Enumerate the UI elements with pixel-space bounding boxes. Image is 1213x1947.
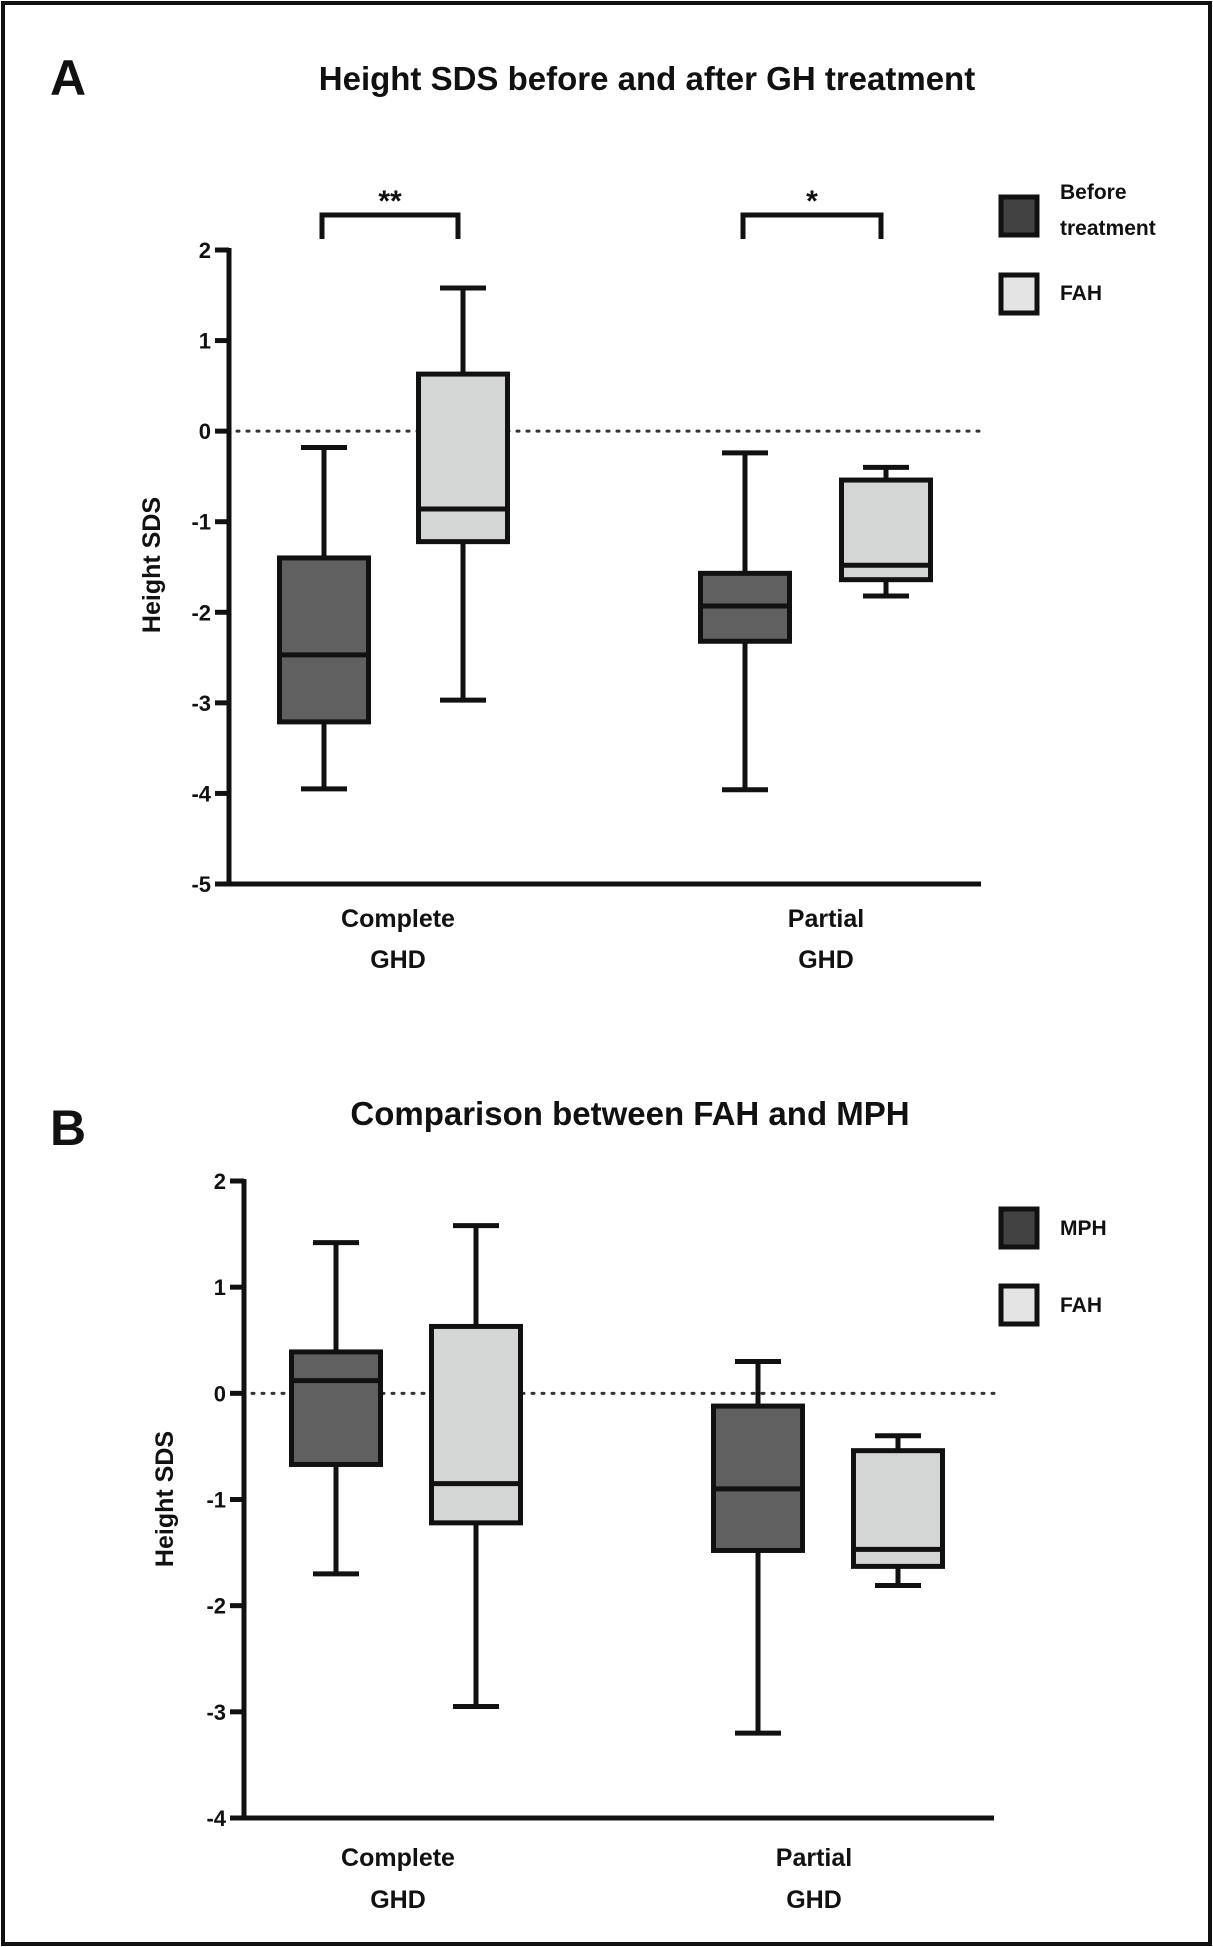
legend-label: MPH [1060, 1217, 1107, 1240]
significance-label: * [806, 185, 818, 218]
y-tick-label: 2 [214, 1169, 226, 1194]
legend-swatch [998, 1206, 1040, 1250]
y-tick-label: -2 [206, 1594, 226, 1619]
iqr-box [429, 1323, 523, 1526]
iqr-box [711, 1403, 805, 1553]
significance-bracket [319, 212, 461, 239]
y-tick-label: 0 [214, 1381, 226, 1406]
legend-swatch [998, 194, 1040, 238]
y-tick-label: -5 [191, 872, 211, 897]
box-before-treatment [698, 450, 792, 793]
panel-letter: A [50, 50, 86, 106]
x-category-label: Complete [341, 1844, 455, 1872]
x-category-label: Partial [788, 905, 864, 933]
panel-b: B Comparison between FAH and MPH Height … [50, 1095, 1107, 1914]
y-tick-label: 1 [199, 329, 211, 354]
legend-swatch [998, 1283, 1040, 1327]
iqr-box [277, 555, 371, 725]
y-tick-label: 0 [199, 419, 211, 444]
y-tick-label: -3 [191, 691, 211, 716]
legend-label: FAH [1060, 282, 1102, 305]
y-tick-label: -3 [206, 1700, 226, 1725]
y-tick-label: 1 [214, 1275, 226, 1300]
x-category-label: GHD [370, 946, 426, 974]
x-category-label: Partial [776, 1844, 852, 1872]
x-category-label: Complete [341, 905, 455, 933]
chart-title: Height SDS before and after GH treatment [319, 60, 975, 97]
legend-swatch [998, 272, 1040, 316]
y-tick-label: -1 [191, 510, 211, 535]
y-tick-label: -2 [191, 600, 211, 625]
significance-bracket [740, 212, 884, 239]
legend-label: FAH [1060, 1294, 1102, 1317]
panel-a: A Height SDS before and after GH treatme… [50, 50, 1156, 974]
y-tick-label: 2 [199, 238, 211, 263]
x-category-label: GHD [786, 1886, 842, 1914]
box-fah [416, 285, 510, 703]
box-fah [839, 464, 933, 599]
panel-letter: B [50, 1100, 86, 1156]
box-fah [851, 1433, 945, 1588]
y-tick-label: -4 [206, 1806, 226, 1831]
y-axis-label: Height SDS [138, 497, 166, 633]
y-tick-label: -1 [206, 1488, 226, 1513]
box-before-treatment [277, 444, 371, 792]
x-category-label: GHD [798, 946, 854, 974]
legend-label: Before [1060, 181, 1127, 204]
legend-label: treatment [1060, 217, 1156, 240]
box-mph [711, 1358, 805, 1736]
significance-label: ** [378, 185, 402, 218]
iqr-box [416, 371, 510, 545]
y-axis-label: Height SDS [151, 1431, 179, 1567]
chart-title: Comparison between FAH and MPH [350, 1095, 909, 1132]
box-mph [289, 1240, 383, 1577]
iqr-box [289, 1349, 383, 1467]
x-category-label: GHD [370, 1886, 426, 1914]
y-tick-label: -4 [191, 781, 211, 806]
box-fah [429, 1223, 523, 1710]
